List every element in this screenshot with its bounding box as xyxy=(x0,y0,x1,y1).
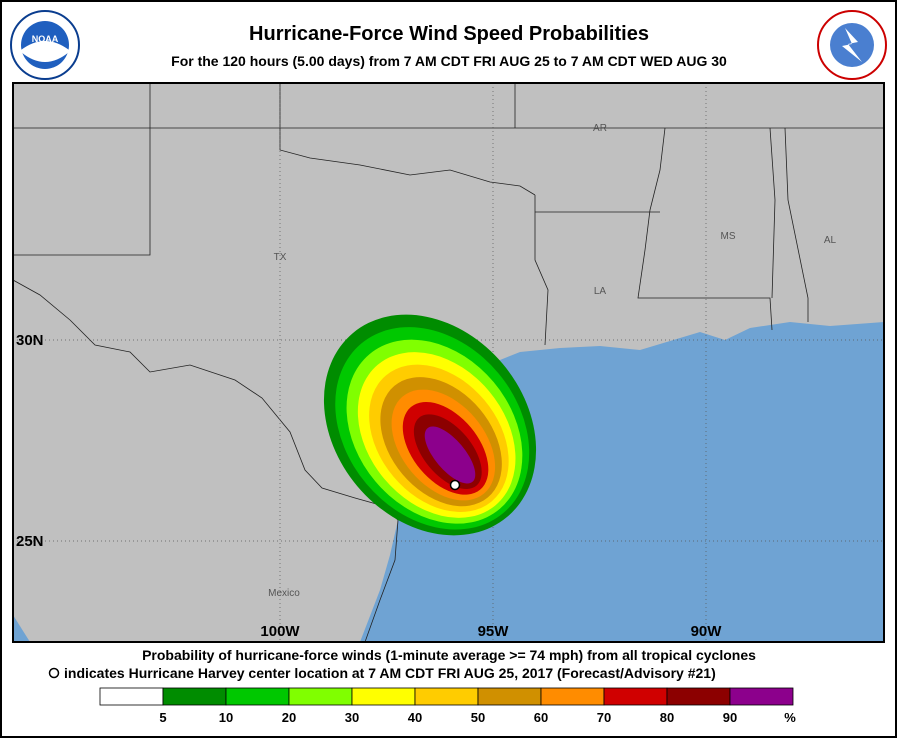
colorbar-swatch xyxy=(288,687,353,706)
colorbar-swatch xyxy=(540,687,605,706)
country-label: Mexico xyxy=(268,588,300,599)
colorbar-swatch xyxy=(729,687,794,706)
colorbar-swatch xyxy=(99,687,164,706)
map: AR TX LA MS AL Mexico 30N 25N 100W 95W 9… xyxy=(13,83,884,642)
colorbar-tick: 90 xyxy=(723,710,737,725)
lon-label: 90W xyxy=(691,623,723,640)
colorbar-unit: % xyxy=(784,710,796,725)
colorbar: 5 10 20 30 40 50 60 70 80 90% xyxy=(99,687,796,725)
state-label: MS xyxy=(721,231,736,242)
colorbar-swatch xyxy=(603,687,668,706)
state-label: AR xyxy=(593,123,607,134)
colorbar-tick: 5 xyxy=(159,710,166,725)
center-symbol xyxy=(48,667,60,679)
legend-line: indicates Hurricane Harvey center locati… xyxy=(64,665,716,681)
colorbar-tick: 10 xyxy=(219,710,233,725)
probability-contours xyxy=(323,314,537,536)
colorbar-tick: 60 xyxy=(534,710,548,725)
nws-logo xyxy=(817,10,887,80)
state-label: TX xyxy=(274,252,287,263)
colorbar-swatch xyxy=(225,687,290,706)
colorbar-swatch xyxy=(477,687,542,706)
state-label: AL xyxy=(824,235,837,246)
lat-label: 30N xyxy=(16,332,44,349)
title: Hurricane-Force Wind Speed Probabilities xyxy=(249,23,649,45)
lon-label: 100W xyxy=(260,623,300,640)
lon-label: 95W xyxy=(478,623,510,640)
lat-label: 25N xyxy=(16,533,44,550)
noaa-logo: NOAA xyxy=(10,10,80,80)
subtitle: For the 120 hours (5.00 days) from 7 AM … xyxy=(171,53,727,69)
logo-text: NOAA xyxy=(32,34,59,44)
legend-line: Probability of hurricane-force winds (1-… xyxy=(142,647,756,663)
colorbar-swatch xyxy=(351,687,416,706)
colorbar-tick: 30 xyxy=(345,710,359,725)
colorbar-tick: 50 xyxy=(471,710,485,725)
borders xyxy=(13,83,884,642)
map-frame xyxy=(12,82,885,643)
state-label: LA xyxy=(594,286,607,297)
colorbar-tick: 20 xyxy=(282,710,296,725)
colorbar-tick: 40 xyxy=(408,710,422,725)
colorbar-tick: 70 xyxy=(597,710,611,725)
pacific xyxy=(13,615,30,642)
storm-center xyxy=(449,479,461,491)
contour xyxy=(424,426,476,484)
colorbar-swatch xyxy=(414,687,479,706)
colorbar-swatch xyxy=(666,687,731,706)
colorbar-tick: 80 xyxy=(660,710,674,725)
colorbar-swatch xyxy=(162,687,227,706)
